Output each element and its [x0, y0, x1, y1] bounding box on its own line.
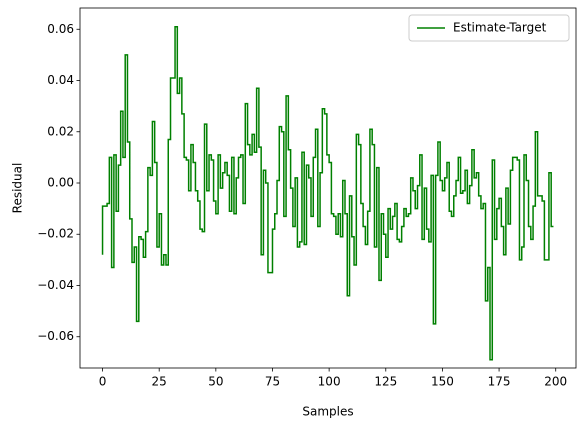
legend-box: [408, 14, 570, 42]
legend-label: Estimate-Target: [453, 21, 547, 35]
x-tick-label: 50: [208, 375, 223, 389]
x-tick-label: 200: [544, 375, 567, 389]
x-tick-label: 75: [265, 375, 280, 389]
y-tick-label: 0.00: [47, 176, 74, 190]
x-tick-label: 25: [152, 375, 167, 389]
y-tick-label: −0.04: [37, 278, 74, 292]
y-tick-label: −0.06: [37, 329, 74, 343]
x-tick-label: 150: [431, 375, 454, 389]
y-tick-label: −0.02: [37, 227, 74, 241]
y-tick-label: 0.04: [47, 73, 74, 87]
x-tick-label: 125: [374, 375, 397, 389]
legend: Estimate-Target: [408, 14, 570, 42]
x-tick-label: 0: [99, 375, 107, 389]
x-tick-label: 100: [318, 375, 341, 389]
y-axis-label: Residual: [11, 163, 25, 214]
plot-frame: [79, 7, 577, 369]
step-line: [101, 25, 554, 361]
y-tick-label: 0.06: [47, 22, 74, 36]
x-tick-label: 175: [488, 375, 511, 389]
y-tick-label: 0.02: [47, 124, 74, 138]
x-axis-label: Samples: [302, 405, 353, 419]
